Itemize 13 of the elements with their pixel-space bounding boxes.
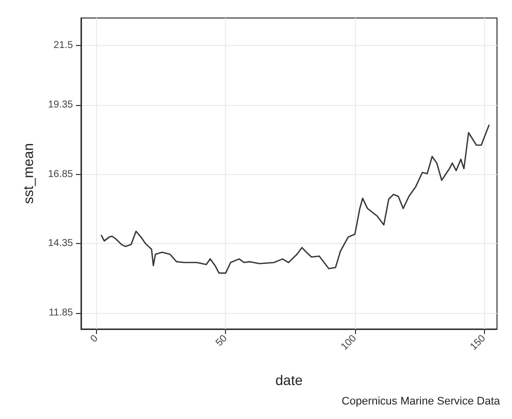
y-tick-label: 11.85 (48, 307, 74, 318)
x-tick-label: 50 (214, 332, 230, 349)
y-axis-title: sst_mean (20, 143, 36, 204)
line-series (100, 124, 490, 274)
y-tick-label: 19.35 (48, 100, 74, 111)
x-tick-label: 0 (88, 332, 101, 345)
y-tick-label: 16.85 (48, 168, 74, 180)
x-axis-title: date (275, 372, 303, 388)
x-tick-label: 150 (468, 332, 488, 353)
y-tick-label: 21.5 (54, 40, 74, 52)
text: Copernicus Marine Service Data (342, 396, 501, 408)
x-tick-label: 100 (339, 332, 360, 353)
y-tick-label: 14.35 (48, 238, 74, 250)
